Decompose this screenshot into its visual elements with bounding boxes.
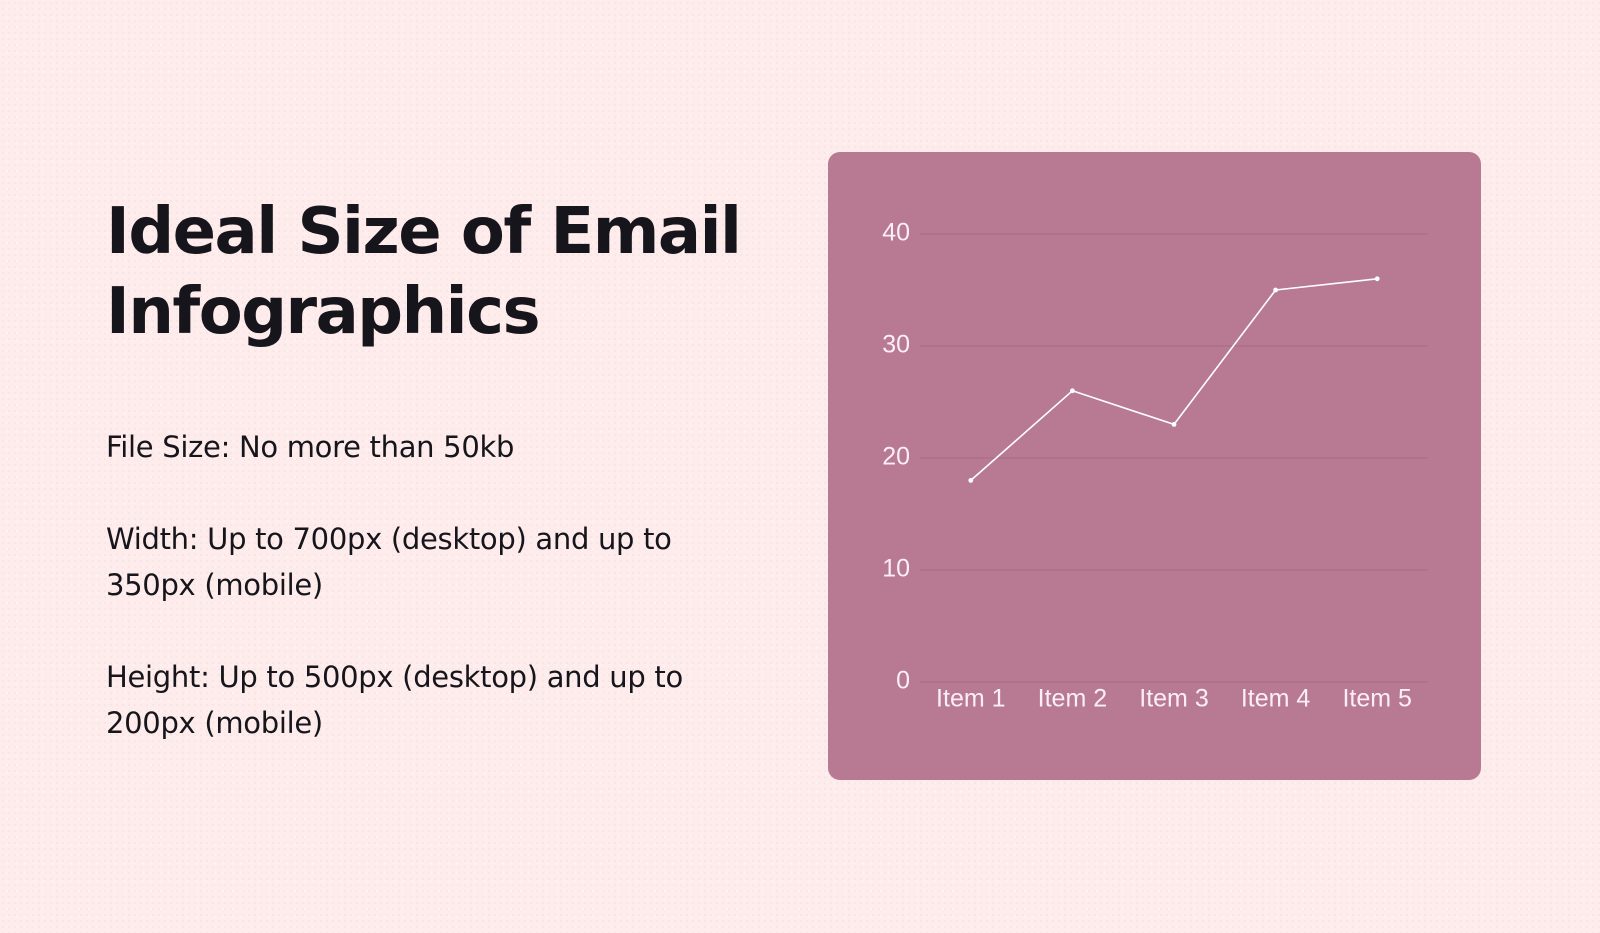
x-tick-label-2: Item 3: [1139, 685, 1208, 713]
data-point-1: [968, 478, 974, 483]
file-size-spec: File Size: No more than 50kb: [106, 430, 515, 464]
y-tick-label-0: 0: [896, 667, 910, 695]
x-tick-label-3: Item 4: [1241, 685, 1311, 713]
data-point-4: [1273, 287, 1278, 293]
series-line: [970, 278, 1378, 482]
x-tick-label-0: Item 1: [936, 685, 1005, 713]
height-spec: Height: Up to 500px (desktop) and up to …: [106, 660, 683, 740]
data-point-5: [1374, 276, 1380, 282]
chart-card: 0 10 20 30 40 Item 1 Item 2 Item 3 Item 4 Item 5: [828, 152, 1481, 780]
page-title: Ideal Size of Email Infographics: [106, 195, 742, 349]
width-spec: Width: Up to 700px (desktop) and up to 3…: [106, 522, 672, 602]
data-point-3: [1171, 422, 1177, 427]
y-tick-label-3: 30: [882, 331, 910, 359]
x-tick-label-4: Item 5: [1342, 685, 1411, 713]
x-tick-label-1: Item 2: [1038, 685, 1107, 713]
y-tick-label-1: 10: [882, 555, 910, 583]
y-tick-label-2: 20: [882, 443, 910, 471]
line-chart: 0 10 20 30 40 Item 1 Item 2 Item 3 Item 4 Item 5: [882, 219, 1428, 713]
y-tick-label-4: 40: [882, 219, 910, 247]
data-point-2: [1070, 388, 1075, 394]
